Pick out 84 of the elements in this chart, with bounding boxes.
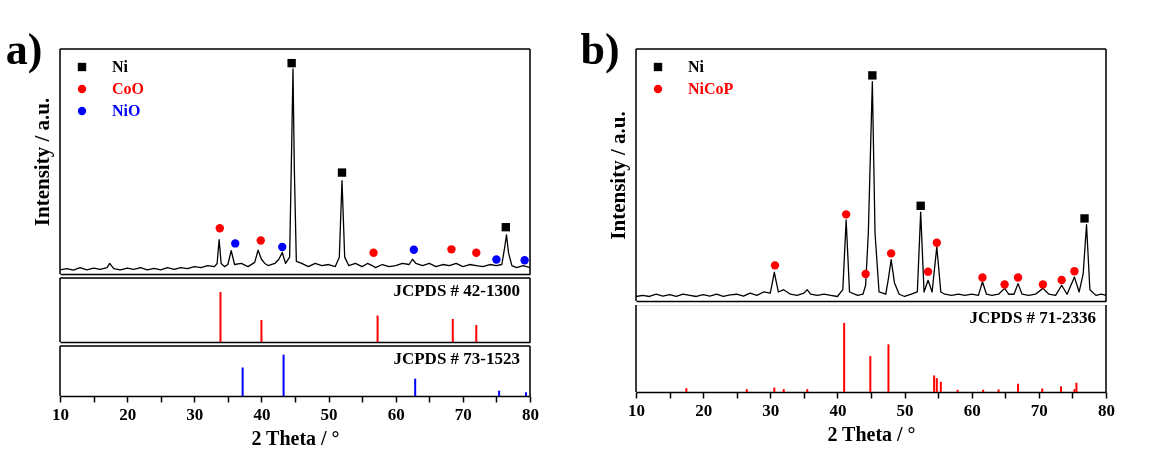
x-tick-label: 50 <box>320 404 338 424</box>
bar <box>414 378 417 396</box>
point <box>916 201 925 210</box>
annotation: JCPDS # 73-1523 <box>393 349 520 368</box>
point <box>278 242 287 252</box>
point <box>520 256 529 265</box>
bar <box>745 389 748 392</box>
point <box>231 239 240 248</box>
x-tick-label: 30 <box>762 400 780 420</box>
x-tick-label: 60 <box>387 404 405 424</box>
x-tick-label: 80 <box>1098 400 1115 420</box>
x-tick-label: 70 <box>1030 400 1048 420</box>
point <box>409 245 419 254</box>
bar <box>219 292 222 342</box>
point <box>1070 267 1079 276</box>
bar <box>282 354 285 396</box>
bar <box>685 388 688 392</box>
point <box>932 238 941 247</box>
x-tick-label: 50 <box>896 400 914 420</box>
point <box>215 224 224 233</box>
legend-label: NiO <box>112 102 141 119</box>
bar <box>982 389 985 392</box>
bar <box>869 356 872 392</box>
annotation: JCPDS # 71-2336 <box>969 308 1096 327</box>
x-tick-label: 80 <box>522 404 539 424</box>
x-tick-label: 20 <box>119 404 137 424</box>
point <box>1013 273 1023 282</box>
point <box>256 236 265 245</box>
bar <box>524 392 527 396</box>
point <box>978 273 987 282</box>
annotation: JCPDS # 42-1300 <box>393 281 520 300</box>
point <box>868 71 877 80</box>
point <box>770 261 780 270</box>
bar <box>997 389 1000 392</box>
point <box>472 248 481 257</box>
bar <box>451 319 454 342</box>
bar <box>475 325 478 342</box>
bar <box>939 381 942 392</box>
x-tick-label: 40 <box>829 400 847 420</box>
bar <box>498 390 501 396</box>
bar <box>956 389 959 392</box>
chart-title: b) <box>580 25 620 74</box>
legend-label: NiCoP <box>688 80 734 97</box>
point <box>923 267 933 276</box>
legend-label: CoO <box>112 80 144 97</box>
y-axis-title: Intensity / a.u. <box>605 111 630 240</box>
point <box>369 248 378 257</box>
bar <box>887 344 890 392</box>
x-tick-label: 10 <box>628 400 645 420</box>
point <box>886 249 896 258</box>
bar <box>241 367 244 396</box>
bar <box>260 320 263 342</box>
x-tick-label: 70 <box>454 404 472 424</box>
bar <box>935 378 938 392</box>
point <box>287 58 296 68</box>
bar <box>376 315 379 342</box>
point <box>1057 275 1066 285</box>
chart-title: a) <box>5 25 43 74</box>
point <box>337 168 347 177</box>
bar <box>1060 386 1063 392</box>
point <box>1000 280 1009 289</box>
bar <box>843 322 846 392</box>
bar <box>1017 383 1020 392</box>
point <box>1038 280 1048 289</box>
point <box>501 223 511 232</box>
point <box>492 255 501 264</box>
point <box>1080 214 1089 223</box>
x-axis-title: 2 Theta / ° <box>827 422 916 445</box>
bar <box>782 389 785 392</box>
x-tick-label: 10 <box>52 404 69 424</box>
legend-label: Ni <box>688 58 705 75</box>
bar <box>1075 382 1078 392</box>
x-tick-label: 20 <box>695 400 713 420</box>
x-tick-label: 30 <box>186 404 204 424</box>
x-tick-label: 40 <box>253 404 271 424</box>
bar <box>933 375 936 392</box>
x-tick-label: 60 <box>963 400 981 420</box>
y-axis-title: Intensity / a.u. <box>29 97 54 227</box>
point <box>861 269 870 279</box>
point <box>447 245 456 254</box>
bar <box>806 389 809 392</box>
legend-label: Ni <box>112 58 129 75</box>
x-axis-title: 2 Theta / ° <box>251 426 340 449</box>
point <box>841 210 851 219</box>
